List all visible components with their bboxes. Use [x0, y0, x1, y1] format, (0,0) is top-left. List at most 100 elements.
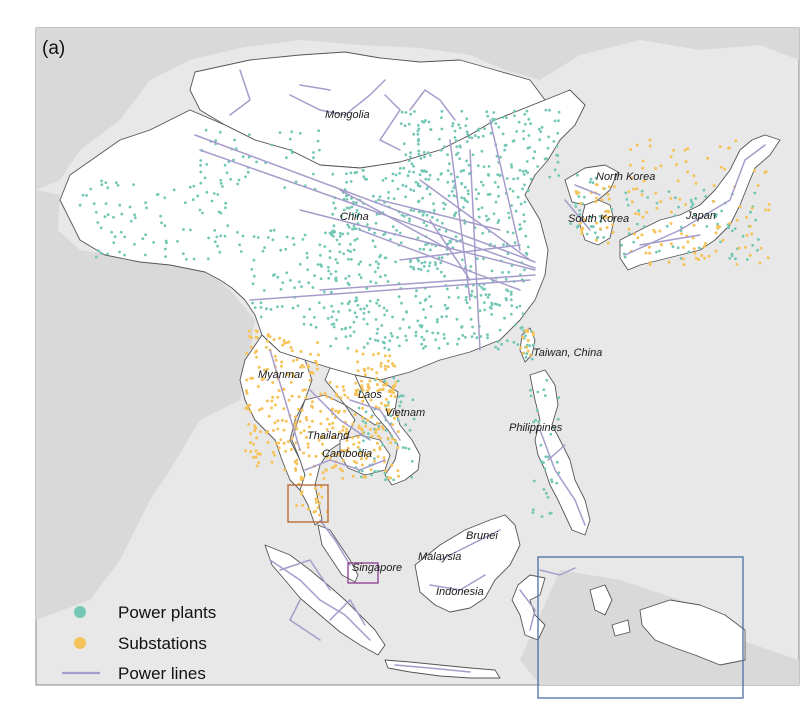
substation-dot	[386, 365, 390, 369]
substation-dot	[355, 349, 359, 353]
power-plant-dot	[348, 300, 351, 304]
power-plant-dot	[523, 200, 527, 204]
substation-dot	[692, 223, 696, 227]
power-plant-dot	[412, 189, 416, 193]
substation-dot	[680, 232, 684, 236]
substation-dot	[391, 423, 395, 427]
substation-dot	[274, 441, 278, 445]
power-plant-dot	[483, 308, 487, 312]
power-plant-dot	[757, 238, 760, 241]
power-plant-dot	[344, 194, 348, 198]
substation-dot	[299, 492, 303, 496]
substation-dot	[346, 449, 350, 453]
power-plant-dot	[642, 225, 646, 229]
power-plant-dot	[425, 213, 429, 217]
power-plant-dot	[360, 469, 364, 473]
power-plant-dot	[118, 250, 121, 254]
power-plant-dot	[383, 256, 387, 260]
substation-dot	[396, 469, 400, 473]
power-plant-dot	[298, 280, 301, 284]
power-plant-dot	[492, 111, 496, 114]
power-plant-dot	[400, 213, 404, 217]
substation-dot	[354, 381, 358, 385]
substation-dot	[319, 409, 323, 413]
power-plant-dot	[365, 287, 369, 290]
substations-layer	[244, 138, 771, 517]
power-plant-dot	[457, 296, 460, 299]
power-plant-dot	[522, 137, 525, 141]
power-plant-dot	[404, 111, 408, 114]
power-plant-dot	[229, 177, 233, 181]
power-plant-dot	[388, 238, 392, 241]
power-plant-dot	[329, 344, 333, 348]
substation-dot	[678, 197, 682, 201]
papua-shape	[639, 599, 746, 666]
substation-dot	[306, 442, 310, 446]
substation-dot	[748, 253, 752, 257]
power-plant-dot	[486, 114, 490, 118]
substation-dot	[669, 210, 673, 214]
power-plant-dot	[221, 185, 224, 188]
power-plant-dot	[466, 200, 469, 204]
power-plant-dot	[422, 346, 425, 350]
legend-substations-label: Substations	[118, 634, 207, 653]
power-plant-dot	[637, 209, 641, 213]
substation-dot	[750, 206, 754, 210]
maluku-islands-shape	[589, 584, 631, 637]
power-plant-dot	[365, 304, 369, 308]
power-plant-dot	[375, 301, 378, 305]
power-plant-dot	[503, 316, 506, 320]
power-plant-dot	[590, 215, 593, 219]
substation-dot	[250, 336, 253, 340]
power-plant-dot	[424, 344, 427, 348]
substation-dot	[252, 442, 256, 446]
legend: Power plants Substations Power lines	[62, 603, 216, 683]
power-plant-dot	[443, 336, 446, 340]
substation-dot	[273, 354, 277, 358]
substation-dot	[304, 396, 308, 400]
power-plant-dot	[331, 231, 334, 235]
power-plant-dot	[281, 281, 285, 284]
substation-dot	[321, 471, 325, 475]
power-plant-dot	[510, 163, 513, 167]
power-plant-dot	[453, 129, 457, 133]
power-plant-dot	[128, 205, 132, 209]
power-plant-dot	[355, 237, 359, 241]
substation-dot	[310, 371, 314, 375]
power-plant-dot	[404, 423, 408, 427]
power-plant-dot	[436, 267, 439, 271]
power-plant-dot	[160, 221, 163, 225]
power-plant-dot	[480, 149, 484, 153]
substation-dot	[299, 365, 302, 369]
substation-dot	[374, 405, 378, 409]
substation-dot	[575, 192, 579, 196]
power-plant-dot	[465, 117, 469, 121]
substation-dot	[394, 439, 398, 442]
power-plant-dot	[266, 236, 270, 239]
power-plant-dot	[543, 467, 547, 471]
power-plant-dot	[426, 269, 430, 273]
power-plant-dot	[422, 170, 426, 173]
power-plant-dot	[446, 180, 450, 184]
power-plant-dot	[588, 180, 592, 184]
substation-dot	[356, 360, 360, 364]
substation-dot	[328, 456, 332, 460]
substation-dot	[266, 430, 270, 433]
substation-dot	[342, 388, 346, 392]
power-plant-dot	[423, 260, 427, 264]
power-plant-dot	[439, 261, 443, 265]
label-indonesia: Indonesia	[436, 586, 484, 598]
power-plant-dot	[373, 245, 377, 249]
power-plant-dot	[246, 170, 250, 174]
power-plant-dot	[199, 163, 203, 167]
power-plant-dot	[302, 322, 306, 326]
power-plant-dot	[414, 334, 418, 338]
power-plant-dot	[405, 310, 408, 313]
power-plant-dot	[252, 258, 256, 262]
power-plant-dot	[381, 443, 385, 447]
substation-dot	[306, 363, 310, 367]
power-plant-dot	[425, 329, 429, 333]
power-plant-dot	[383, 346, 387, 350]
power-plant-dot	[506, 252, 510, 256]
substation-dot	[266, 440, 270, 444]
